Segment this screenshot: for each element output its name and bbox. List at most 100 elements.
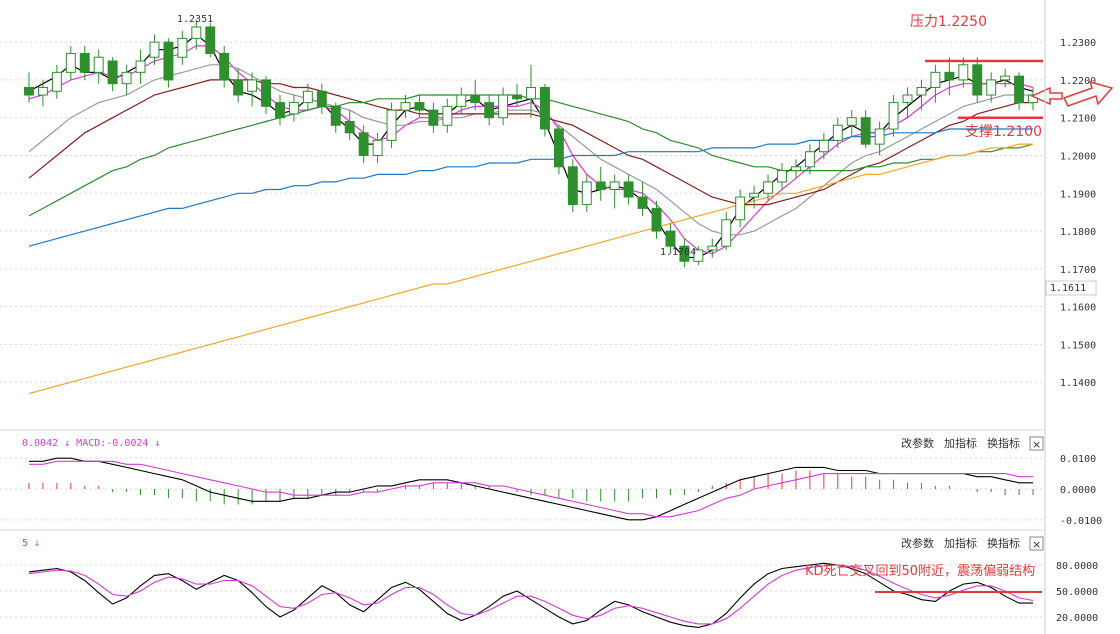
candle-up [693, 249, 704, 262]
price-tick-label: 1.2000 [1060, 151, 1096, 162]
macd-y-axis: 0.0100 0.0000 -0.0100 [1060, 454, 1102, 527]
macd-dea-line [29, 460, 1033, 518]
candle-down [233, 79, 244, 96]
candle-down [261, 79, 272, 107]
candle-up [958, 64, 969, 81]
candle-up [149, 41, 160, 58]
candle-down [470, 94, 481, 104]
candle-up [790, 166, 801, 172]
candle-up [846, 117, 857, 126]
candle-up [177, 37, 188, 58]
candle-down [567, 166, 578, 206]
macd-histogram [28, 470, 1034, 505]
candle-up [735, 196, 746, 221]
macd-tick-label: 0.0000 [1060, 485, 1096, 496]
candle-up [832, 124, 843, 141]
macd-indicator-text: 0.0042 ↓ MACD:-0.0024 ↓ [22, 438, 160, 449]
candle-down [539, 86, 550, 130]
macd-close-button[interactable] [1029, 436, 1044, 451]
macd-add-button[interactable]: 加指标 [944, 436, 977, 450]
kd-add-button[interactable]: 加指标 [944, 536, 977, 550]
kd-switch-button[interactable]: 换指标 [987, 536, 1020, 550]
candle-down [275, 102, 285, 119]
candle-up [121, 71, 132, 85]
current-price-label: 1.1611 [1050, 283, 1086, 294]
candle-down [553, 128, 564, 168]
candle-down [316, 90, 327, 107]
candle-up [93, 56, 104, 73]
macd-panel: 0.0100 0.0000 -0.0100 0.0042 ↓ MACD:-0.002… [0, 436, 1102, 527]
candle-down [107, 60, 118, 85]
candle-down [944, 71, 955, 81]
candle-down [484, 102, 495, 119]
price-panel: 1.2351 1.1704 压力1.2250 支撑1.2100 1.23001.… [0, 0, 1114, 430]
candle-up [749, 192, 760, 198]
candle-up [65, 52, 76, 73]
price-tick-label: 1.2200 [1060, 76, 1096, 87]
candle-down [428, 109, 439, 126]
price-tick-label: 1.2300 [1060, 38, 1096, 49]
price-panel-bg [0, 0, 1045, 430]
candle-up [191, 26, 202, 39]
price-tick-label: 1.1500 [1060, 340, 1096, 351]
candle-down [860, 117, 871, 145]
kd-tick-label: 50.0000 [1056, 587, 1098, 598]
candle-down [972, 64, 983, 96]
kd-close-button[interactable] [1029, 536, 1044, 551]
candle-up [1000, 75, 1011, 81]
candle-up [930, 71, 941, 88]
candle-up [526, 86, 536, 100]
candle-up [986, 79, 997, 96]
candle-up [288, 102, 299, 115]
candle-down [651, 207, 662, 232]
kd-grid [0, 564, 1045, 618]
macd-tick-label: -0.0100 [1060, 516, 1102, 527]
kd-tick-label: 80.0000 [1056, 561, 1098, 572]
candle-up [456, 94, 467, 107]
candle-down [1014, 75, 1025, 104]
macd-params-button[interactable]: 改参数 [901, 436, 934, 450]
kd-tick-label: 20.0000 [1056, 613, 1098, 624]
price-tick-label: 1.1400 [1060, 378, 1096, 389]
candle-up [888, 102, 899, 130]
candle-down [512, 94, 523, 100]
macd-close-icon: × [1032, 438, 1041, 451]
ma-line-ma_orange [28, 143, 1033, 395]
candle-up [37, 86, 48, 96]
candle-down [344, 120, 355, 134]
candle-up [302, 90, 313, 104]
candle-up [442, 105, 453, 126]
candle-down [595, 181, 606, 190]
price-y-axis: 1.2300 1.2200 1.2100 1.2000 1.1900 1.1800 1.17… [1060, 38, 1096, 389]
low-price-label: 1.1704 [660, 247, 696, 258]
price-tick-label: 1.1700 [1060, 265, 1096, 276]
current-price-box [1045, 280, 1097, 296]
candle-up [400, 102, 411, 111]
candle-up [51, 71, 62, 92]
support-label: 支撑1.2100 [965, 124, 1042, 140]
candle-down [665, 230, 676, 247]
kd-params-button[interactable]: 改参数 [901, 536, 934, 550]
kd-k-line [28, 562, 1033, 628]
candle-up [804, 151, 815, 168]
price-tick-label: 1.1600 [1060, 303, 1096, 314]
kd-close-icon: × [1032, 538, 1041, 551]
price-tick-label: 1.1800 [1060, 227, 1096, 238]
candle-up [916, 86, 927, 96]
candle-up [609, 181, 620, 190]
candle-down [24, 86, 34, 96]
price-tick-label: 1.2100 [1060, 114, 1096, 125]
kd-indicator-text: 5 ↓ [22, 538, 40, 549]
macd-tick-label: 0.0100 [1060, 454, 1096, 465]
candle-down [414, 102, 425, 111]
candlesticks [24, 19, 1038, 268]
candle-up [721, 219, 732, 247]
resistance-label: 压力1.2250 [910, 14, 987, 30]
candle-up [386, 109, 397, 141]
kd-y-axis: 80.0000 50.0000 20.0000 [1056, 561, 1098, 624]
macd-switch-button[interactable]: 换指标 [987, 436, 1020, 450]
candle-up [777, 170, 787, 183]
candle-up [818, 139, 829, 153]
